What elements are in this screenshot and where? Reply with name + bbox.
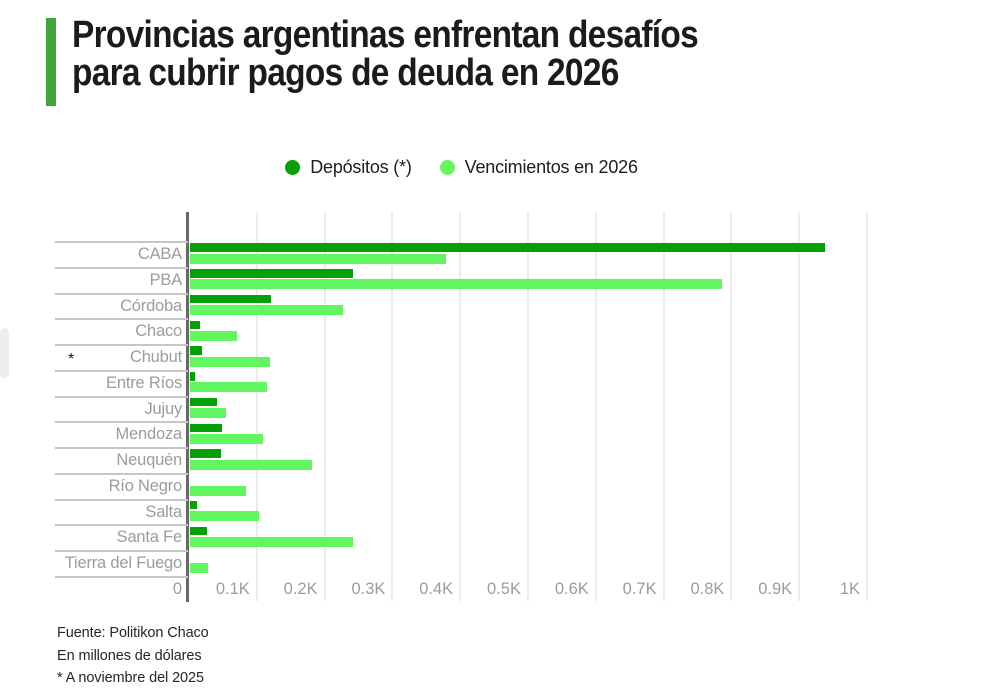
gridline-0.8K xyxy=(730,212,733,601)
x-tick-0.1K: 0.1K xyxy=(215,580,250,598)
source-note: Fuente: Politikon Chaco xyxy=(57,625,209,641)
bar-vencimientos-5 xyxy=(190,382,268,393)
row-separator xyxy=(55,266,188,269)
row-label-entre-r-os: Entre Ríos xyxy=(106,373,182,392)
gridline-0.5K xyxy=(527,212,529,601)
page-title: Provincias argentinas enfrentan desafíos… xyxy=(72,16,829,92)
row-separator xyxy=(55,524,188,527)
bar-depositos-0 xyxy=(190,243,826,252)
chart-footer: Fuente: Politikon Chaco En millones de d… xyxy=(57,622,209,688)
chart-legend: Depósitos (*) Vencimientos en 2026 xyxy=(55,157,868,178)
row-label-r-o-negro: Río Negro xyxy=(108,476,183,495)
row-label-tierra-del-fuego: Tierra del Fuego xyxy=(64,554,182,573)
date-note: * A noviembre del 2025 xyxy=(57,670,204,686)
row-separator xyxy=(55,447,188,450)
gridline-0.4K xyxy=(459,212,462,601)
row-separator xyxy=(55,369,188,372)
legend-item-vencimientos: Vencimientos en 2026 xyxy=(439,157,638,178)
title-line-2: para cubrir pagos de deuda en 2026 xyxy=(72,52,619,94)
legend-label-depositos: Depósitos (*) xyxy=(310,157,412,177)
bar-vencimientos-4 xyxy=(190,356,270,367)
gridline-1K xyxy=(866,212,868,601)
x-tick-0.2K: 0.2K xyxy=(283,580,318,598)
row-separator xyxy=(55,472,188,475)
bar-depositos-7 xyxy=(190,423,222,433)
row-label-mendoza: Mendoza xyxy=(115,425,183,444)
bar-vencimientos-2 xyxy=(190,305,343,316)
x-tick-0.9K: 0.9K xyxy=(758,580,793,598)
row-separator xyxy=(55,241,188,243)
row-label-neuqu-n: Neuquén xyxy=(116,451,182,470)
y-axis-line xyxy=(186,212,189,602)
bar-vencimientos-8 xyxy=(190,459,313,470)
depositos-dot-icon xyxy=(285,160,301,175)
row-separator xyxy=(55,318,188,321)
x-tick-1K: 1K xyxy=(839,580,860,598)
title-accent-bar xyxy=(46,18,56,106)
bar-depositos-10 xyxy=(190,500,197,510)
gridline-0.2K xyxy=(323,212,326,601)
row-separator xyxy=(55,395,188,398)
bar-vencimientos-10 xyxy=(190,511,260,522)
row-label-salta: Salta xyxy=(145,502,182,521)
gridline-0.6K xyxy=(594,212,597,601)
bar-depositos-11 xyxy=(190,526,207,536)
row-label-chaco: Chaco xyxy=(135,322,182,341)
title-line-1: Provincias argentinas enfrentan desafíos xyxy=(72,14,699,56)
x-tick-0.4K: 0.4K xyxy=(419,580,454,598)
row-separator xyxy=(55,550,188,553)
bar-vencimientos-7 xyxy=(190,433,263,444)
row-separator xyxy=(55,421,188,424)
bar-vencimientos-6 xyxy=(190,408,226,419)
bar-vencimientos-3 xyxy=(190,330,238,341)
x-tick-0.5K: 0.5K xyxy=(487,580,521,598)
row-label-c-rdoba: Córdoba xyxy=(120,296,182,315)
bar-vencimientos-1 xyxy=(190,279,723,290)
row-label-pba: PBA xyxy=(149,270,183,289)
vencimientos-dot-icon xyxy=(439,160,455,175)
gridline-0.3K xyxy=(391,212,394,601)
bar-depositos-2 xyxy=(190,294,272,304)
x-tick-0.3K: 0.3K xyxy=(351,580,386,598)
unit-note: En millones de dólares xyxy=(57,647,202,664)
bar-vencimientos-11 xyxy=(190,537,353,548)
row-separator xyxy=(55,344,188,347)
bar-vencimientos-12 xyxy=(190,562,209,573)
legend-item-depositos: Depósitos (*) xyxy=(285,157,412,178)
row-label-chubut: Chubut xyxy=(129,348,182,367)
x-tick-0.7K: 0.7K xyxy=(622,580,657,598)
legend-label-vencimientos: Vencimientos en 2026 xyxy=(464,157,638,177)
x-tick-0.6K: 0.6K xyxy=(554,580,589,598)
scrollbar-thumb[interactable] xyxy=(0,328,9,378)
bar-depositos-8 xyxy=(190,449,221,458)
row-separator xyxy=(55,292,188,295)
bar-vencimientos-9 xyxy=(190,485,246,496)
gridline-0.9K xyxy=(798,212,801,601)
bar-depositos-5 xyxy=(190,372,195,381)
bar-vencimientos-0 xyxy=(190,253,447,264)
x-tick-0: 0 xyxy=(172,580,182,598)
gridline-0.1K xyxy=(255,212,258,601)
row-label-jujuy: Jujuy xyxy=(144,399,182,418)
bar-depositos-6 xyxy=(190,397,218,407)
bar-depositos-4 xyxy=(190,346,203,355)
row-label-caba: CABA xyxy=(137,245,182,263)
bar-depositos-3 xyxy=(190,320,201,330)
bar-chart: CABA PBA Córdoba Chaco Chubut Entre Ríos Jujuy… xyxy=(55,212,868,604)
bar-depositos-1 xyxy=(190,268,353,278)
row-separator-bottom xyxy=(55,576,188,578)
row-label-santa-fe: Santa Fe xyxy=(116,528,183,547)
row-separator xyxy=(55,498,188,501)
gridline-0.7K xyxy=(662,212,665,601)
footnote-asterisk-marker: * xyxy=(68,351,75,368)
x-tick-0.8K: 0.8K xyxy=(690,580,725,598)
